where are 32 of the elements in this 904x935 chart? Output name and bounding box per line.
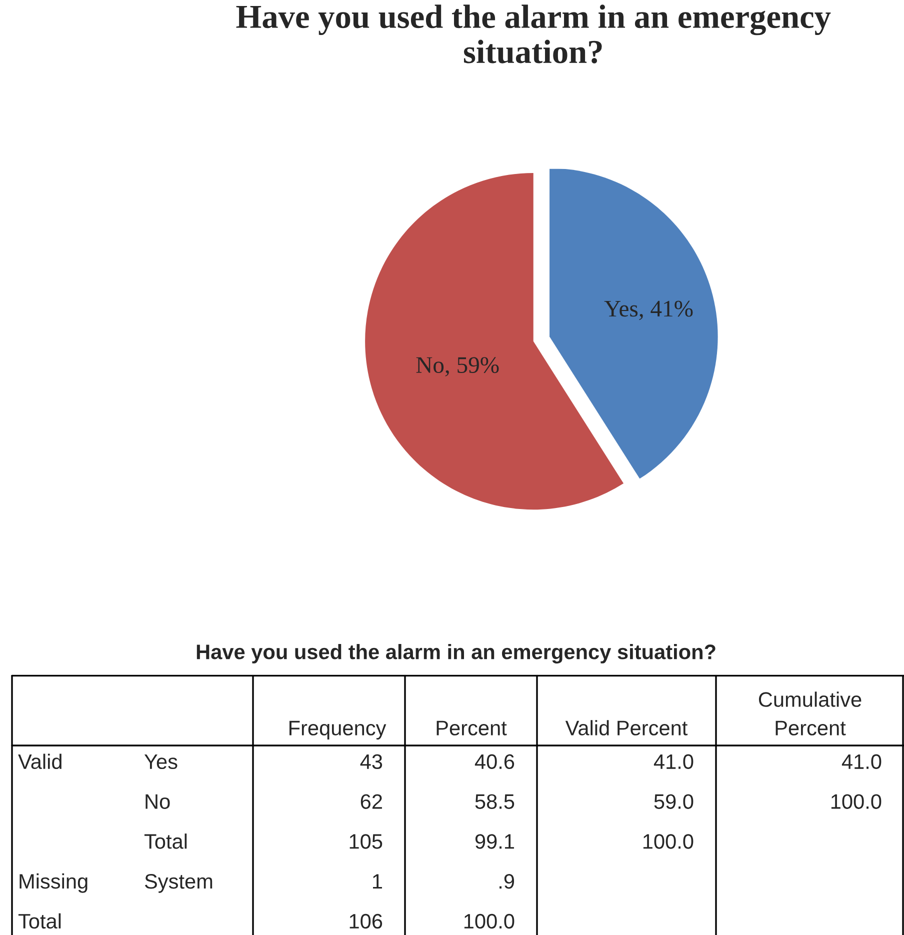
text: 106 — [350, 914, 382, 929]
text: Have you used the alarm in an emergency situation? — [196, 644, 716, 664]
chart-title: Have you used the alarm in an emergency situation? — [236, 4, 831, 64]
data-label: , 59% — [445, 357, 499, 376]
text: Frequency — [290, 720, 386, 740]
text: 43 — [360, 754, 382, 770]
text: 100.0 — [831, 794, 882, 809]
text: Missing — [20, 873, 88, 893]
text: Total — [18, 913, 61, 929]
text: 62 — [360, 794, 382, 809]
text: System — [144, 874, 212, 893]
text: .9 — [500, 874, 514, 889]
text: Valid — [18, 754, 62, 770]
text: Valid Percent — [565, 720, 688, 736]
slice-label: No — [416, 357, 444, 374]
text: Percent — [436, 720, 507, 736]
text: 41.0 — [654, 754, 694, 770]
data-label: , 41% — [639, 300, 693, 320]
text: Cumulative Percent — [758, 692, 862, 736]
text: 59.0 — [654, 794, 694, 809]
text: 100.0 — [464, 914, 514, 929]
text: 58.5 — [475, 794, 514, 809]
text: Total — [144, 834, 187, 849]
slice-label: Yes — [604, 300, 638, 317]
text: 40.6 — [474, 754, 514, 770]
text: 1 — [373, 874, 382, 889]
text: Yes — [144, 754, 178, 770]
text: 105 — [350, 834, 382, 849]
text: 41.0 — [842, 754, 882, 770]
text: 99.1 — [475, 834, 514, 849]
text: 100.0 — [643, 834, 694, 849]
text: No — [146, 794, 170, 809]
